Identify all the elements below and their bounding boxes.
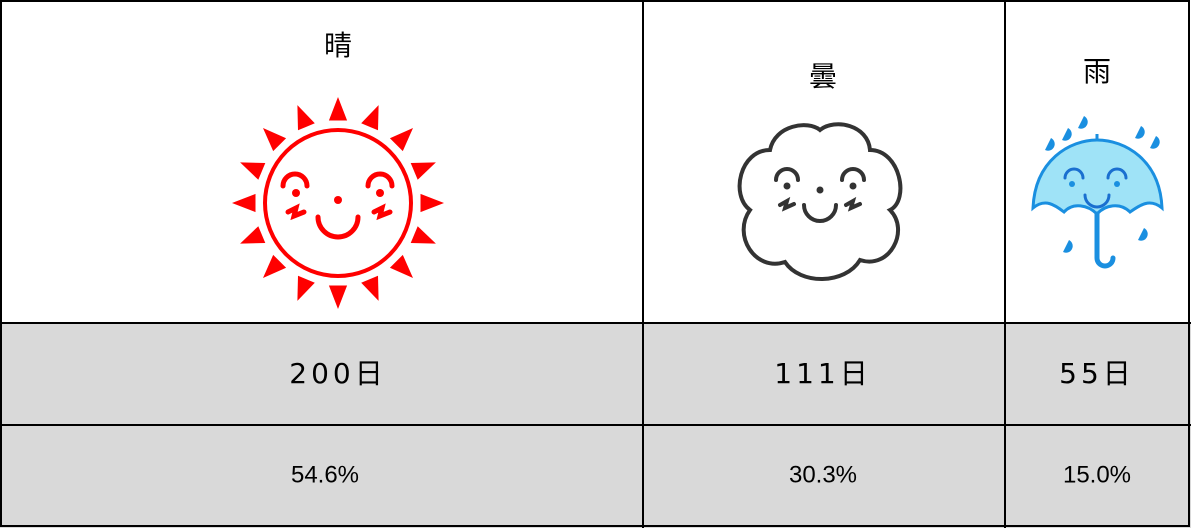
share: 30.3% (789, 461, 857, 488)
sun-ray (240, 162, 266, 180)
sun-ray (361, 105, 379, 131)
sun-ray (263, 128, 287, 152)
sun-icon (232, 97, 444, 309)
cloud-icon (737, 122, 903, 281)
share: 54.6% (291, 461, 359, 488)
sun-ray (328, 285, 348, 309)
sun-ray (410, 226, 436, 244)
share: 15.0% (1063, 461, 1131, 488)
weather-label: 曇 (809, 60, 837, 93)
weather-label: 晴 (324, 29, 352, 62)
sun-ray (389, 254, 413, 278)
sun-ray (263, 254, 287, 278)
sun-ray (420, 193, 444, 213)
sun-ray (361, 275, 379, 301)
sun-face (263, 128, 413, 278)
sun-ray (232, 193, 256, 213)
sun-features (280, 171, 395, 240)
sun-ray (297, 105, 315, 131)
sun-ray (328, 97, 348, 121)
days: 111日 (774, 357, 871, 390)
umbrella-icon (1031, 116, 1164, 269)
sun-ray (297, 275, 315, 301)
sun-ray (240, 226, 266, 244)
days: 200日 (289, 357, 386, 390)
sun-ray (389, 128, 413, 152)
weather-label: 雨 (1083, 55, 1111, 88)
sun-ray (410, 162, 436, 180)
days: 55日 (1059, 357, 1135, 390)
